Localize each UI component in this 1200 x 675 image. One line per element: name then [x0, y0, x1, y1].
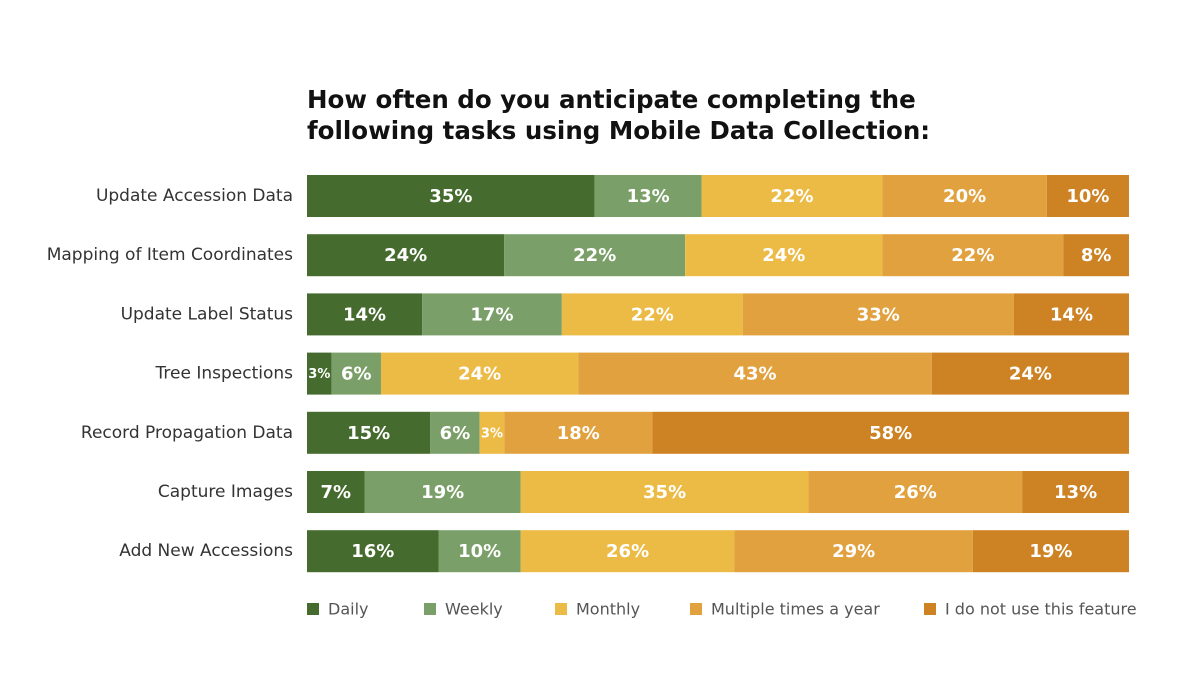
legend-swatch — [555, 603, 567, 615]
bar-segment — [422, 293, 562, 336]
bar-segment — [364, 471, 521, 513]
bar-segment — [652, 411, 1129, 454]
data-label: 17% — [470, 304, 513, 325]
data-label: 29% — [832, 541, 875, 562]
data-label: 16% — [351, 541, 394, 562]
bar-segment — [380, 352, 579, 395]
data-label: 33% — [857, 304, 900, 325]
data-label: 35% — [643, 482, 686, 503]
bar-segment — [504, 234, 686, 277]
data-label: 13% — [1054, 482, 1097, 503]
bar-segment — [808, 471, 1023, 513]
bar-segment — [742, 293, 1014, 336]
bar-segment — [594, 175, 702, 217]
data-label: 24% — [384, 245, 427, 266]
data-label: 24% — [458, 364, 501, 385]
data-label: 6% — [440, 423, 471, 444]
data-label: 26% — [606, 541, 649, 562]
data-label: 10% — [458, 541, 501, 562]
legend-label: I do not use this feature — [945, 600, 1137, 619]
bar-segment — [1022, 471, 1129, 513]
data-label: 20% — [943, 186, 986, 207]
y-tick-label: Add New Accessions — [119, 541, 293, 561]
bar-segment — [578, 352, 932, 395]
legend-label: Daily — [328, 600, 368, 619]
bar-segment — [1063, 234, 1129, 277]
chart-title: How often do you anticipate completing t… — [307, 85, 931, 145]
bar-segment — [307, 530, 439, 573]
data-label: 3% — [481, 426, 503, 441]
data-label: 7% — [320, 482, 351, 503]
bar-segment — [307, 293, 423, 336]
bar-segment — [931, 352, 1129, 395]
data-label: 15% — [347, 423, 390, 444]
bar-segment — [882, 175, 1047, 217]
bar-segment — [307, 411, 431, 454]
data-label: 22% — [631, 304, 674, 325]
y-tick-label: Update Label Status — [121, 304, 294, 324]
data-label: 10% — [1066, 186, 1109, 207]
data-label: 58% — [869, 423, 912, 444]
bar-segment — [430, 411, 480, 454]
bar-segment — [701, 175, 883, 217]
bar-segment — [685, 234, 883, 277]
bar-segment — [1013, 293, 1129, 336]
bar-segment — [331, 352, 381, 395]
bar-segment — [307, 471, 365, 513]
bar-segment — [307, 175, 595, 217]
bar-segment — [520, 530, 735, 573]
legend-swatch — [690, 603, 702, 615]
legend-swatch — [424, 603, 436, 615]
data-label: 22% — [951, 245, 994, 266]
legend-label: Multiple times a year — [711, 600, 880, 619]
bar-segment — [1046, 175, 1129, 217]
legend-swatch — [307, 603, 319, 615]
bar-segment — [438, 530, 521, 573]
data-label: 14% — [343, 304, 386, 325]
y-tick-label: Tree Inspections — [155, 364, 294, 384]
y-tick-label: Record Propagation Data — [81, 423, 293, 443]
bar-segment — [307, 234, 505, 277]
data-label: 14% — [1050, 304, 1093, 325]
bar-segment — [504, 411, 653, 454]
data-label: 22% — [573, 245, 616, 266]
y-tick-label: Update Accession Data — [96, 186, 293, 206]
data-label: 26% — [894, 482, 937, 503]
data-label: 13% — [627, 186, 670, 207]
bar-segment — [520, 471, 809, 513]
bar-segment — [561, 293, 743, 336]
data-label: 19% — [421, 482, 464, 503]
data-label: 22% — [770, 186, 813, 207]
data-label: 18% — [557, 423, 600, 444]
bar-segment — [307, 352, 332, 395]
y-tick-label: Capture Images — [158, 482, 293, 502]
data-label: 24% — [1009, 364, 1052, 385]
data-label: 35% — [429, 186, 472, 207]
data-label: 24% — [762, 245, 805, 266]
bar-segment — [882, 234, 1064, 277]
data-label: 19% — [1029, 541, 1072, 562]
legend-swatch — [924, 603, 936, 615]
data-label: 6% — [341, 364, 372, 385]
bar-segment — [972, 530, 1129, 573]
y-tick-label: Mapping of Item Coordinates — [47, 245, 293, 265]
bar-segment — [734, 530, 973, 573]
legend-label: Monthly — [576, 600, 640, 619]
data-label: 3% — [308, 367, 330, 382]
data-label: 43% — [733, 364, 776, 385]
data-label: 8% — [1081, 245, 1112, 266]
bar-segment — [479, 411, 505, 454]
legend-label: Weekly — [445, 600, 503, 619]
